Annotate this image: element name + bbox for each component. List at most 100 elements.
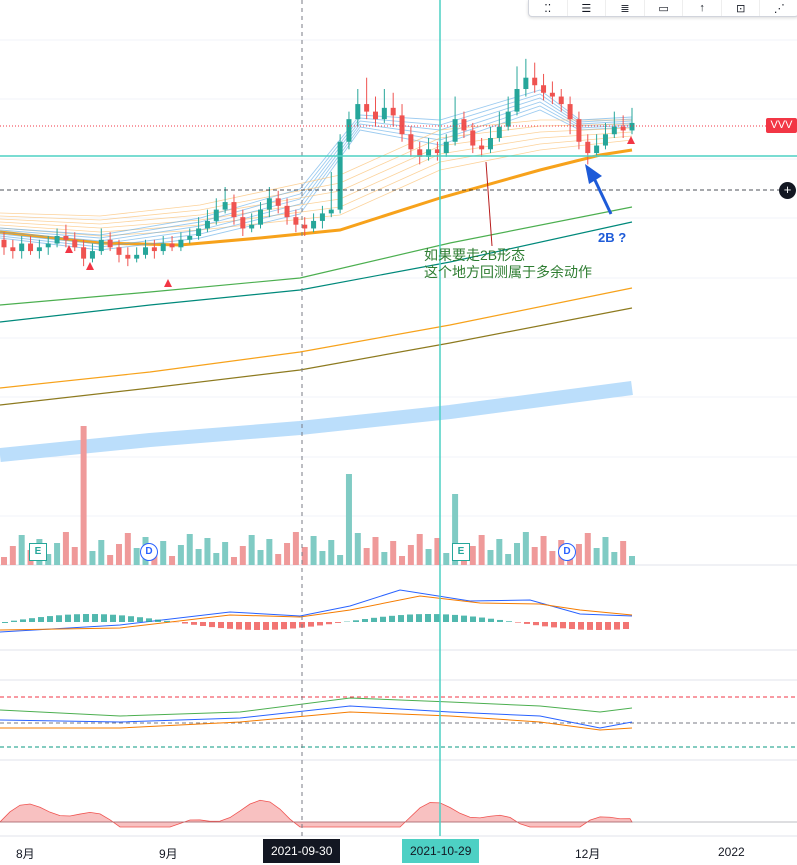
macd-histogram-bar [92, 614, 98, 622]
candle-body [284, 205, 290, 218]
indicator-line [0, 711, 633, 731]
candle-body [434, 149, 440, 154]
volume-bar [372, 537, 379, 565]
ma-line [0, 119, 632, 217]
macd-histogram-bar [101, 614, 107, 622]
candle-body [89, 251, 95, 259]
ma-line [0, 93, 633, 239]
macd-histogram-bar [389, 615, 395, 622]
candle-body [54, 236, 60, 244]
ma-line [0, 105, 633, 248]
volume-bar [169, 556, 176, 565]
annotation-pointer [485, 161, 493, 247]
add-plus-button[interactable]: + [779, 182, 796, 199]
candle-body [372, 111, 378, 120]
macd-histogram-bar [461, 615, 467, 622]
candle-body [346, 119, 352, 142]
macd-histogram-bar [65, 614, 71, 622]
candle-body [125, 254, 131, 259]
indicator-panes [0, 589, 797, 828]
candle-body [266, 198, 272, 210]
candle-body [134, 254, 140, 259]
macd-histogram-bar [29, 618, 35, 622]
macd-histogram-bar [128, 616, 134, 622]
candle-body [116, 247, 122, 255]
dividend-event-icon[interactable]: D [140, 543, 158, 561]
candle-body [487, 138, 493, 150]
candle-body [107, 239, 113, 248]
grid [0, 39, 797, 837]
macd-histogram-bar [254, 622, 260, 630]
macd-histogram-bar [164, 620, 170, 622]
candle-body [81, 247, 87, 259]
volume-bar [390, 541, 397, 565]
macd-histogram-bar [614, 622, 620, 630]
volume-bar [89, 551, 96, 565]
horizontal-line-icon[interactable]: ☰ [568, 0, 607, 16]
macd-histogram-bar [371, 617, 377, 622]
macd-histogram-bar [479, 617, 485, 622]
volume-bar [177, 545, 184, 565]
volume-bar [425, 549, 432, 565]
macd-histogram-bar [353, 620, 359, 622]
candle-body [178, 239, 184, 248]
volume-bar [487, 550, 494, 565]
volume-bar [160, 541, 167, 565]
macd-histogram-bar [542, 622, 548, 627]
candle-body [151, 247, 157, 252]
candle-body [10, 247, 16, 252]
macd-histogram-bar [236, 622, 242, 630]
volume-bar [328, 540, 335, 565]
volume-bar [107, 555, 114, 565]
candle-body [602, 134, 608, 146]
macd-histogram-bar [425, 614, 431, 622]
candlesticks [1, 58, 635, 267]
ma-line [0, 287, 633, 389]
macd-histogram-bar [416, 614, 422, 622]
ma-line [0, 139, 633, 237]
volume-bar [469, 546, 476, 565]
macd-histogram-bar [272, 622, 278, 630]
volume-bar [257, 550, 264, 565]
arrow-up-icon[interactable]: ↑ [683, 0, 722, 16]
volume-bar [292, 532, 299, 565]
candle-body [160, 243, 166, 252]
candle-body [143, 247, 149, 255]
macd-histogram-bar [83, 614, 89, 622]
volume-bar [478, 535, 485, 565]
earnings-event-icon[interactable]: E [29, 543, 47, 561]
volume-bar [204, 538, 211, 565]
volume-bar [354, 533, 361, 565]
macd-histogram-bar [227, 622, 233, 629]
candle-body [187, 236, 193, 240]
volume-bar [230, 557, 237, 565]
candle-body [496, 126, 502, 138]
macd-histogram-bar [443, 614, 449, 622]
volume-bar [443, 553, 450, 565]
volume-bar [195, 549, 202, 565]
annotation-2b: 2B ? [598, 230, 627, 245]
volume-bar [620, 541, 627, 565]
earnings-event-icon[interactable]: E [452, 543, 470, 561]
dots-icon[interactable]: ⁚⁚ [529, 0, 568, 16]
price-range-icon[interactable]: ⊡ [722, 0, 761, 16]
volume-bar [186, 534, 193, 565]
candle-body [479, 145, 485, 150]
candle-body [63, 236, 69, 240]
candle-body [514, 89, 520, 112]
rectangle-icon[interactable]: ▭ [645, 0, 684, 16]
signal-triangle [86, 262, 94, 270]
volume-bar [284, 543, 291, 565]
volume-bar [434, 538, 441, 565]
volume-bar [584, 533, 591, 565]
candle-body [293, 217, 299, 225]
macd-histogram-bar [362, 619, 368, 622]
macd-histogram-bar [524, 622, 530, 624]
volume-bar [62, 532, 69, 565]
ma-line [0, 109, 633, 251]
pitchfork-icon[interactable]: ⋰ [773, 2, 785, 15]
fib-lines-icon[interactable]: ≣ [606, 0, 645, 16]
dividend-event-icon[interactable]: D [558, 543, 576, 561]
volume-bar [345, 474, 352, 565]
